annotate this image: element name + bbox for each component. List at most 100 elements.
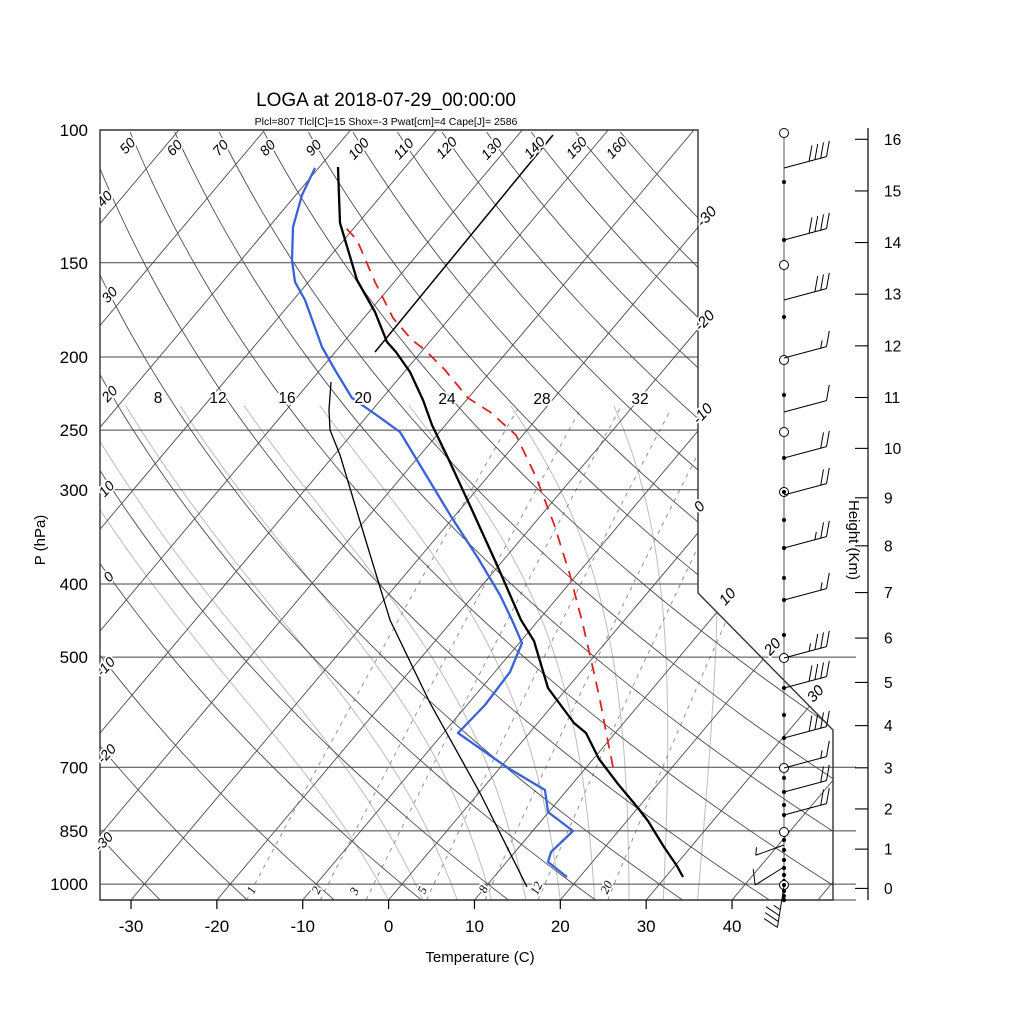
thermo-indices-subtitle: Plcl=807 Tlcl[C]=15 Shox=-3 Pwat[cm]=4 C… bbox=[255, 116, 518, 128]
wind-barb bbox=[783, 430, 830, 459]
mixing-ratio-label: 2 bbox=[309, 884, 324, 896]
height-tick-label: 11 bbox=[884, 390, 900, 407]
wind-barb bbox=[783, 467, 830, 496]
height-tick-label: 9 bbox=[884, 490, 893, 507]
dry-adiabat-label: 50 bbox=[116, 134, 138, 156]
moist-adiabat-label: 16 bbox=[278, 390, 295, 407]
dry-adiabat-label: 30 bbox=[98, 283, 120, 305]
height-axis-title: Height (Km) bbox=[845, 500, 862, 580]
pressure-tick-label: 850 bbox=[60, 822, 88, 841]
station-dot-marker bbox=[781, 897, 787, 903]
dry-adiabat-label: 160 bbox=[603, 133, 631, 161]
isotherm-label: -20 bbox=[691, 307, 719, 335]
mixing-ratio-label: 3 bbox=[346, 885, 362, 898]
station-circle-marker bbox=[779, 128, 789, 138]
dewpoint-curve bbox=[290, 167, 575, 878]
isotherm-label: 30 bbox=[804, 682, 828, 706]
moist-adiabat-label: 8 bbox=[154, 390, 163, 407]
height-tick-label: 12 bbox=[884, 338, 901, 355]
station-dot-marker bbox=[781, 775, 787, 781]
dry-adiabats-grid bbox=[100, 131, 833, 900]
station-dot-marker bbox=[781, 872, 787, 878]
dry-adiabat-label: 0 bbox=[100, 568, 117, 585]
height-tick-label: 6 bbox=[884, 631, 893, 648]
height-tick-label: 0 bbox=[884, 881, 893, 898]
station-dot-marker bbox=[781, 392, 787, 398]
height-tick-label: 15 bbox=[884, 183, 901, 200]
wind-barb bbox=[763, 885, 785, 928]
isotherm-label: 10 bbox=[716, 585, 740, 609]
moist-adiabats-grid bbox=[100, 405, 719, 900]
isotherms-grid bbox=[100, 130, 833, 900]
wind-barb bbox=[783, 710, 830, 739]
dry-adiabat-label: 80 bbox=[256, 136, 278, 158]
height-tick-label: 5 bbox=[884, 675, 893, 692]
moist-adiabat-label: 20 bbox=[354, 390, 372, 407]
wind-barb bbox=[783, 660, 830, 689]
station-dot-marker bbox=[781, 712, 787, 718]
station-dot-marker bbox=[781, 632, 787, 638]
wind-barb bbox=[783, 384, 830, 413]
wind-barb bbox=[783, 272, 830, 301]
mixing-ratio-label: 5 bbox=[415, 884, 430, 896]
dry-adiabat-label: 60 bbox=[163, 136, 185, 158]
mixing-ratio-label: 1 bbox=[244, 884, 259, 896]
temperature-tick-label: 40 bbox=[723, 917, 742, 936]
pressure-tick-label: 150 bbox=[60, 254, 88, 273]
plot-border bbox=[99, 129, 834, 901]
dry-adiabat-label: 90 bbox=[302, 136, 324, 158]
aux-profile-line bbox=[328, 381, 528, 888]
temperature-curve bbox=[336, 166, 685, 878]
dry-adiabat-label: 130 bbox=[478, 134, 506, 162]
aux-lines bbox=[328, 134, 554, 888]
mixing-ratio-label: 20 bbox=[597, 878, 615, 896]
temperature-tick-label: 0 bbox=[384, 917, 393, 936]
wind-barb bbox=[783, 212, 830, 241]
mixing-ratio-label: 12 bbox=[527, 880, 545, 897]
height-tick-label: 10 bbox=[884, 441, 902, 458]
station-dot-marker bbox=[781, 847, 787, 853]
station-dot-marker bbox=[781, 882, 787, 888]
temperature-tick-label: -10 bbox=[290, 917, 315, 936]
dry-adiabat-label: 120 bbox=[433, 133, 461, 161]
temperature-tick-label: 20 bbox=[551, 917, 570, 936]
wind-barb bbox=[783, 140, 830, 169]
isotherm-label: -30 bbox=[693, 203, 721, 231]
x-axis-title: Temperature (C) bbox=[425, 949, 534, 966]
moist-adiabat-label: 28 bbox=[533, 391, 550, 408]
temperature-tick-label: -20 bbox=[205, 917, 230, 936]
height-tick-label: 3 bbox=[884, 760, 893, 777]
station-dot-marker bbox=[781, 865, 787, 871]
isotherm-label: 0 bbox=[691, 498, 710, 516]
dry-adiabat-label: 140 bbox=[521, 133, 549, 161]
pressure-tick-label: 700 bbox=[60, 758, 88, 777]
pressure-axis-title: P (hPa) bbox=[32, 515, 49, 566]
temperature-tick-label: -30 bbox=[119, 917, 144, 936]
station-circle-marker bbox=[779, 427, 789, 437]
pressure-tick-label: 100 bbox=[60, 121, 88, 140]
wind-barb bbox=[755, 844, 785, 856]
dry-adiabat-label: 40 bbox=[93, 187, 115, 209]
pressure-tick-label: 250 bbox=[60, 421, 88, 440]
wind-barb bbox=[752, 866, 785, 886]
mixing-ratio-grid bbox=[246, 408, 825, 900]
height-tick-label: 16 bbox=[884, 132, 901, 149]
dry-adiabat-label: 10 bbox=[95, 477, 117, 499]
parcel-curve bbox=[344, 226, 614, 768]
wind-barb bbox=[783, 740, 830, 769]
pressure-tick-label: 400 bbox=[60, 575, 88, 594]
height-tick-label: 7 bbox=[884, 585, 893, 602]
dry-adiabat-label: 20 bbox=[97, 382, 120, 405]
pressure-gridlines bbox=[100, 129, 856, 901]
station-dot-marker bbox=[781, 837, 787, 843]
pressure-tick-label: 200 bbox=[60, 348, 88, 367]
station-dot-marker bbox=[781, 575, 787, 581]
isotherm-label: -10 bbox=[689, 400, 717, 428]
height-tick-label: 13 bbox=[884, 287, 901, 304]
temperature-tick-label: 10 bbox=[465, 917, 484, 936]
moist-adiabat-label: 24 bbox=[438, 391, 456, 408]
station-dot-marker bbox=[781, 179, 787, 185]
pressure-tick-label: 300 bbox=[60, 481, 88, 500]
